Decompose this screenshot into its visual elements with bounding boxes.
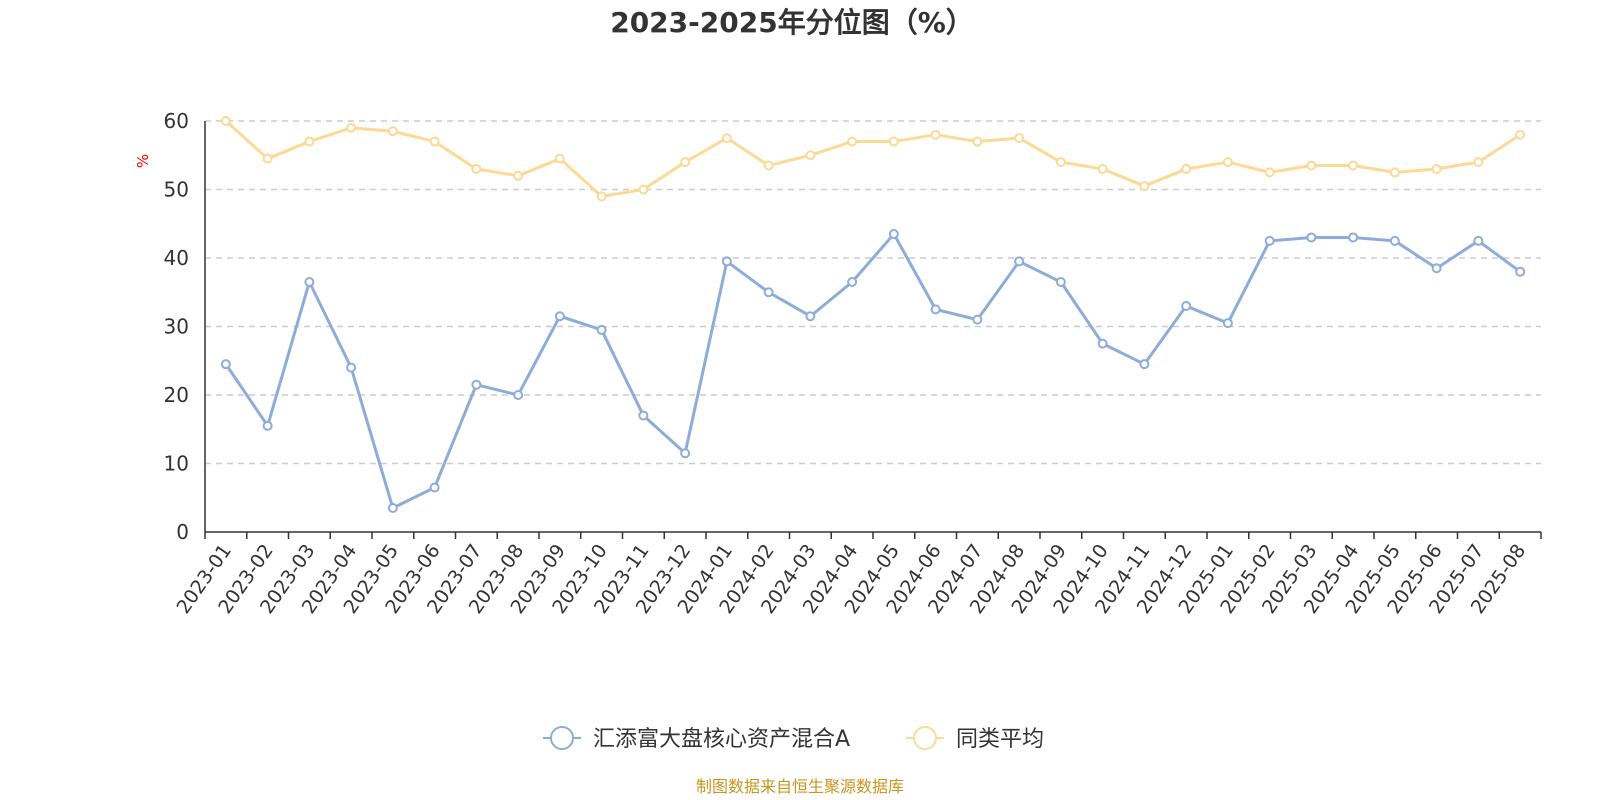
data-point-s1[interactable] — [471, 163, 482, 174]
grid-lines — [205, 120, 1541, 465]
series-points — [220, 116, 1526, 514]
data-point-s1[interactable] — [1431, 163, 1442, 174]
data-point-s0[interactable] — [1055, 276, 1066, 287]
data-point-s1[interactable] — [1348, 160, 1359, 171]
data-point-s0[interactable] — [972, 314, 983, 325]
y-axis: 0 10 20 30 40 50 60 — [164, 109, 206, 544]
y-tick-label: 10 — [164, 452, 189, 476]
y-tick-label: 60 — [164, 109, 189, 133]
data-point-s0[interactable] — [513, 390, 524, 400]
legend-item-1[interactable]: 同类平均 — [906, 726, 1044, 752]
data-point-s0[interactable] — [1306, 232, 1317, 243]
data-point-s0[interactable] — [680, 448, 691, 459]
legend-marker — [550, 726, 574, 750]
data-point-s0[interactable] — [1181, 300, 1192, 311]
legend-item-0[interactable]: 汇添富大盘核心资产混合A — [543, 726, 850, 752]
data-point-s0[interactable] — [805, 311, 816, 322]
legend: 汇添富大盘核心资产混合A 同类平均 — [543, 726, 1044, 752]
data-point-s0[interactable] — [220, 359, 231, 370]
data-point-s0[interactable] — [1014, 256, 1025, 267]
data-point-s0[interactable] — [1389, 235, 1400, 246]
data-point-s0[interactable] — [930, 304, 941, 315]
data-point-s0[interactable] — [387, 503, 398, 514]
series-line-0 — [224, 232, 1522, 510]
data-point-s1[interactable] — [1389, 167, 1400, 178]
data-point-s0[interactable] — [847, 276, 858, 287]
data-point-s0[interactable] — [638, 410, 649, 421]
series-lines — [224, 119, 1522, 510]
data-point-s0[interactable] — [262, 420, 273, 431]
data-point-s1[interactable] — [513, 170, 524, 181]
data-point-s1[interactable] — [554, 153, 565, 164]
data-point-s1[interactable] — [1014, 133, 1025, 144]
data-point-s0[interactable] — [1097, 338, 1108, 349]
data-point-s0[interactable] — [554, 311, 565, 322]
data-point-s1[interactable] — [1222, 157, 1233, 168]
data-point-s1[interactable] — [680, 157, 691, 168]
data-point-s0[interactable] — [596, 324, 607, 335]
chart-title: 2023-2025年分位图（%） — [610, 6, 974, 39]
series-line-1 — [224, 119, 1521, 198]
data-point-s1[interactable] — [805, 150, 816, 161]
data-point-s0[interactable] — [1264, 235, 1275, 246]
legend-marker — [913, 726, 937, 750]
data-point-s0[interactable] — [1431, 263, 1442, 274]
y-tick-label: 20 — [164, 383, 189, 407]
data-point-s0[interactable] — [1222, 318, 1233, 329]
data-point-s0[interactable] — [346, 362, 357, 373]
y-tick-label: 50 — [164, 178, 189, 202]
legend-label: 汇添富大盘核心资产混合A — [593, 727, 850, 752]
x-axis: 2023-012023-022023-032023-042023-052023-… — [172, 531, 1542, 618]
data-point-s1[interactable] — [1473, 157, 1484, 168]
legend-label: 同类平均 — [956, 727, 1044, 752]
data-point-s1[interactable] — [346, 122, 357, 133]
y-axis-unit-label: % — [134, 154, 152, 168]
data-point-s1[interactable] — [1097, 163, 1108, 174]
data-point-s0[interactable] — [471, 379, 482, 390]
data-point-s1[interactable] — [1181, 163, 1192, 174]
data-point-s0[interactable] — [1473, 235, 1484, 246]
data-point-s0[interactable] — [721, 256, 732, 267]
data-point-s1[interactable] — [1264, 167, 1275, 178]
data-source-note: 制图数据来自恒生聚源数据库 — [696, 777, 904, 796]
data-point-s0[interactable] — [1515, 266, 1526, 277]
data-point-s1[interactable] — [1515, 129, 1526, 140]
data-point-s1[interactable] — [1306, 160, 1317, 171]
data-point-s1[interactable] — [888, 136, 899, 147]
data-point-s1[interactable] — [847, 136, 858, 147]
data-point-s0[interactable] — [1139, 359, 1150, 370]
data-point-s1[interactable] — [1055, 157, 1066, 168]
y-tick-label: 0 — [176, 520, 189, 544]
data-point-s1[interactable] — [220, 116, 231, 126]
data-point-s0[interactable] — [1348, 232, 1359, 243]
data-point-s1[interactable] — [763, 160, 774, 171]
data-point-s1[interactable] — [262, 153, 273, 164]
data-point-s0[interactable] — [888, 229, 899, 240]
data-point-s0[interactable] — [304, 276, 315, 287]
data-point-s1[interactable] — [721, 133, 732, 144]
data-point-s1[interactable] — [638, 184, 649, 195]
data-point-s1[interactable] — [387, 126, 398, 137]
y-tick-label: 40 — [164, 246, 189, 270]
data-point-s1[interactable] — [930, 129, 941, 140]
y-tick-label: 30 — [164, 315, 189, 339]
data-point-s1[interactable] — [972, 136, 983, 147]
data-point-s1[interactable] — [596, 191, 607, 202]
data-point-s0[interactable] — [429, 482, 440, 493]
data-point-s1[interactable] — [429, 136, 440, 147]
data-point-s0[interactable] — [763, 287, 774, 298]
data-point-s1[interactable] — [304, 136, 315, 147]
data-point-s1[interactable] — [1139, 181, 1150, 192]
